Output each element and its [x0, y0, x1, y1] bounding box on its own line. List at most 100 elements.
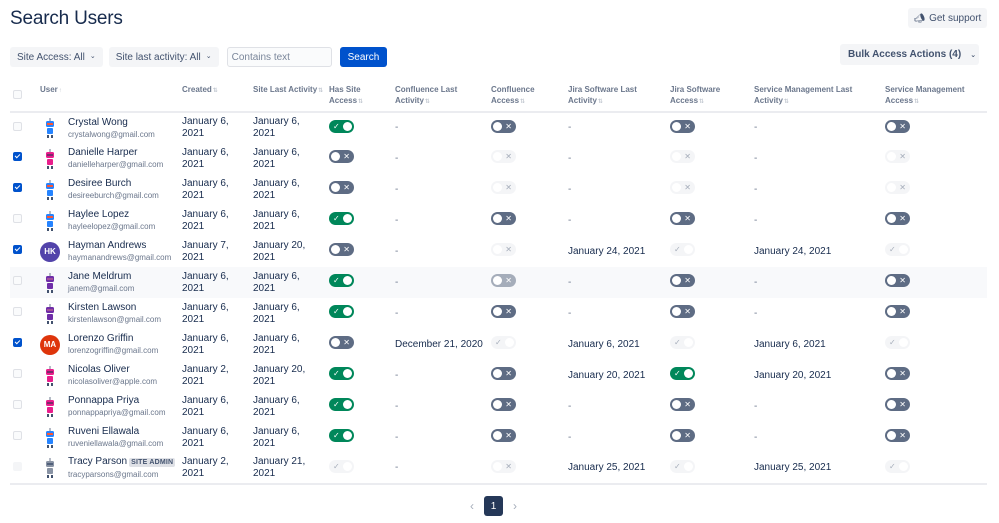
- chevron-left-icon[interactable]: ‹: [470, 499, 474, 513]
- column-header-site-last-activity[interactable]: Site Last Activity⇅: [253, 82, 329, 112]
- jira-access-toggle[interactable]: ✕: [670, 305, 695, 318]
- sort-icon[interactable]: ⇅: [318, 88, 324, 94]
- service-management-access-toggle[interactable]: ✕: [885, 367, 910, 380]
- site-last-activity: January 6, 2021: [253, 143, 329, 174]
- search-button[interactable]: Search: [339, 47, 388, 67]
- service-management-access-cell: ✕: [885, 422, 987, 453]
- confluence-access-toggle[interactable]: ✕: [491, 398, 516, 411]
- confluence-access-toggle[interactable]: ✕: [491, 212, 516, 225]
- sort-icon[interactable]: ⇅: [358, 99, 364, 105]
- user-name[interactable]: Nicolas Oliver: [68, 364, 157, 376]
- jira-access-toggle[interactable]: ✓: [670, 367, 695, 380]
- column-header-jira-access[interactable]: Jira Software Access⇅: [670, 82, 754, 112]
- close-icon: ✕: [343, 338, 350, 347]
- site-access-toggle[interactable]: ✕: [329, 243, 354, 256]
- row-checkbox[interactable]: [13, 369, 22, 378]
- column-header-jira-last-activity[interactable]: Jira Software Last Activity⇅: [568, 82, 670, 112]
- site-access-filter[interactable]: Site Access: All ⌄: [10, 47, 103, 67]
- site-access-toggle[interactable]: ✕: [329, 181, 354, 194]
- user-name[interactable]: Haylee Lopez: [68, 209, 155, 221]
- column-header-sm-last-activity[interactable]: Service Management Last Activity⇅: [754, 82, 885, 112]
- service-management-last-activity: January 24, 2021: [754, 245, 832, 257]
- column-header-sm-access[interactable]: Service Management Access⇅: [885, 82, 987, 112]
- get-support-button[interactable]: 📣︎ Get support: [908, 8, 987, 28]
- user-name[interactable]: Crystal Wong: [68, 117, 155, 129]
- chevron-right-icon[interactable]: ›: [513, 499, 517, 513]
- user-name[interactable]: Kirsten Lawson: [68, 302, 161, 314]
- service-management-access-toggle[interactable]: ✕: [885, 119, 910, 133]
- site-access-toggle[interactable]: ✓: [329, 212, 354, 225]
- bulk-access-actions-button[interactable]: Bulk Access Actions (4) ⌄: [840, 44, 979, 65]
- row-checkbox[interactable]: [13, 183, 22, 192]
- sort-icon[interactable]: ⇅: [597, 99, 603, 105]
- confluence-access-toggle[interactable]: ✕: [491, 429, 516, 442]
- column-header-has-site-access[interactable]: Has Site Access⇅: [329, 82, 395, 112]
- column-header-confluence-last-activity[interactable]: Confluence Last Activity⇅: [395, 82, 491, 112]
- column-header-label: Confluence Last Activity: [395, 85, 458, 105]
- row-checkbox[interactable]: [13, 307, 22, 316]
- page-1-button[interactable]: 1: [484, 496, 503, 516]
- user-name[interactable]: Ruveni Ellawala: [68, 426, 163, 438]
- service-management-access-toggle[interactable]: ✕: [885, 274, 910, 287]
- service-management-access-toggle[interactable]: ✕: [885, 212, 910, 225]
- column-header-confluence-access[interactable]: Confluence Access⇅: [491, 82, 568, 112]
- site-access-toggle[interactable]: ✓: [329, 398, 354, 411]
- service-management-access-toggle[interactable]: ✕: [885, 398, 910, 411]
- jira-access-toggle[interactable]: ✕: [670, 398, 695, 411]
- row-checkbox[interactable]: [13, 400, 22, 409]
- check-icon: ✓: [333, 121, 340, 131]
- user-name-text: Ponnappa Priya: [68, 395, 140, 406]
- check-icon: ✓: [674, 245, 681, 254]
- sort-icon[interactable]: ⇅: [699, 99, 705, 105]
- jira-access-toggle[interactable]: ✕: [670, 119, 695, 133]
- service-management-access-toggle[interactable]: ✕: [885, 429, 910, 442]
- user-name[interactable]: Danielle Harper: [68, 147, 163, 159]
- row-checkbox[interactable]: [13, 431, 22, 440]
- sort-icon[interactable]: ⇅: [520, 99, 526, 105]
- toggle-knob: [343, 214, 352, 223]
- site-access-toggle[interactable]: ✕: [329, 336, 354, 349]
- confluence-access-toggle[interactable]: ✕: [491, 119, 516, 133]
- sort-icon[interactable]: ⇅: [424, 99, 430, 105]
- select-all-checkbox[interactable]: [13, 90, 22, 99]
- service-management-access-toggle[interactable]: ✕: [885, 305, 910, 318]
- user-name[interactable]: Hayman Andrews: [68, 240, 171, 252]
- jira-access-toggle[interactable]: ✕: [670, 212, 695, 225]
- table-row: MA Lorenzo Griffin lorenzogriffin@gmail.co…: [10, 329, 987, 360]
- row-checkbox[interactable]: [13, 121, 22, 131]
- user-name[interactable]: Desiree Burch: [68, 178, 159, 190]
- confluence-access-toggle[interactable]: ✕: [491, 274, 516, 287]
- sort-icon[interactable]: ⇅: [212, 88, 218, 94]
- user-name[interactable]: Ponnappa Priya: [68, 395, 166, 407]
- site-access-toggle[interactable]: ✓: [329, 305, 354, 318]
- sort-icon[interactable]: ↑: [58, 88, 62, 94]
- confluence-access-toggle[interactable]: ✕: [491, 367, 516, 380]
- row-checkbox[interactable]: [13, 338, 22, 347]
- site-access-toggle[interactable]: ✓: [329, 274, 354, 287]
- sort-icon[interactable]: ⇅: [914, 99, 920, 105]
- jira-access-toggle[interactable]: ✕: [670, 274, 695, 287]
- user-name[interactable]: Tracy Parson SITE ADMIN: [68, 456, 176, 469]
- row-checkbox[interactable]: [13, 245, 22, 254]
- column-header-created[interactable]: Created⇅: [182, 82, 253, 112]
- user-name[interactable]: Jane Meldrum: [68, 271, 134, 283]
- site-last-activity-filter[interactable]: Site last activity: All ⌄: [108, 47, 219, 67]
- row-checkbox[interactable]: [13, 276, 22, 285]
- column-header-user[interactable]: User↑: [40, 82, 182, 112]
- confluence-access-toggle[interactable]: ✕: [491, 305, 516, 318]
- user-name[interactable]: Lorenzo Griffin: [68, 333, 158, 345]
- site-access-toggle[interactable]: ✓: [329, 119, 354, 133]
- chevron-down-icon: ⌄: [970, 51, 977, 59]
- jira-access-toggle[interactable]: ✕: [670, 429, 695, 442]
- row-checkbox[interactable]: [13, 152, 22, 161]
- row-checkbox[interactable]: [13, 214, 22, 223]
- confluence-access-toggle: ✕: [491, 243, 516, 256]
- table-header-row: User↑ Created⇅ Site Last Activity⇅ Has Site…: [10, 82, 987, 112]
- sort-icon[interactable]: ⇅: [783, 99, 789, 105]
- site-access-toggle[interactable]: ✓: [329, 429, 354, 442]
- site-access-toggle[interactable]: ✕: [329, 150, 354, 163]
- site-access-cell: ✓: [329, 267, 395, 298]
- site-access-toggle[interactable]: ✓: [329, 367, 354, 380]
- search-input[interactable]: [226, 47, 332, 67]
- user-email: lorenzogriffin@gmail.com: [68, 346, 159, 355]
